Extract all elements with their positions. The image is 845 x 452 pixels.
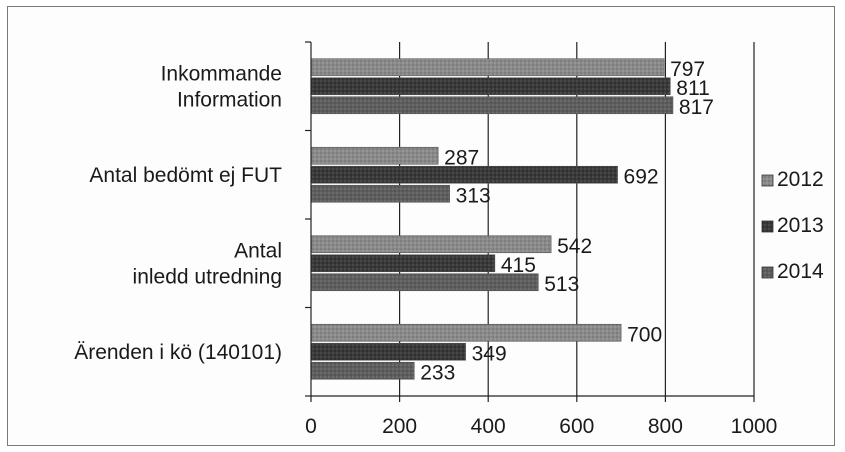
data-label-2013-0: 811 xyxy=(676,77,709,100)
x-tick-label-0: 0 xyxy=(305,415,317,438)
data-label-2013-2: 415 xyxy=(501,254,536,277)
bar-2014-0 xyxy=(310,96,674,115)
bar-2012-0 xyxy=(310,58,665,77)
data-label-2014-0: 817 xyxy=(679,96,714,119)
bar-2012-2 xyxy=(310,235,552,254)
x-tick-label-800: 800 xyxy=(648,415,683,438)
category-label: Inkommande xyxy=(161,62,282,85)
legend: 2012 2013 2014 xyxy=(761,168,824,283)
legend-swatch-2012 xyxy=(761,174,774,187)
x-tick-labels: 0 200 400 600 800 1000 xyxy=(305,415,777,438)
bar-2012-3 xyxy=(310,323,622,342)
bar-2013-2 xyxy=(310,254,496,273)
data-label-2012-0: 797 xyxy=(670,58,705,81)
bar-2014-1 xyxy=(310,184,450,203)
data-label-2012-2: 542 xyxy=(557,235,592,258)
bar-2013-0 xyxy=(310,77,671,96)
legend-label-2014: 2014 xyxy=(777,260,824,283)
bar-2013-3 xyxy=(310,342,466,361)
axes xyxy=(305,41,755,402)
legend-swatch-2014 xyxy=(761,266,774,279)
data-label-2014-3: 233 xyxy=(420,361,455,384)
category-label: Antal xyxy=(234,239,282,262)
legend-swatch-2013 xyxy=(761,220,774,233)
data-label-2012-1: 287 xyxy=(444,146,479,169)
category-labels: Inkommande Information Antal bedömt ej FUT… xyxy=(74,62,282,364)
x-tick-label-400: 400 xyxy=(471,415,506,438)
bar-2012-1 xyxy=(310,146,439,165)
bar-2014-3 xyxy=(310,361,415,380)
legend-label-2012: 2012 xyxy=(777,168,824,191)
category-label: Antal bedömt ej FUT xyxy=(89,164,282,187)
x-tick-label-200: 200 xyxy=(382,415,417,438)
category-label: Information xyxy=(177,88,282,111)
x-tick-label-1000: 1000 xyxy=(731,415,778,438)
data-label-2014-2: 513 xyxy=(544,273,579,296)
data-label-2014-1: 313 xyxy=(456,184,491,207)
x-tick-label-600: 600 xyxy=(559,415,594,438)
data-label-2012-3: 700 xyxy=(627,323,662,346)
category-label: Ärenden i kö (140101) xyxy=(74,341,282,364)
data-label-2013-3: 349 xyxy=(472,342,507,365)
legend-label-2013: 2013 xyxy=(777,214,824,237)
category-label: inledd utredning xyxy=(133,265,282,288)
bars xyxy=(310,58,674,380)
data-label-2013-1: 692 xyxy=(624,165,659,188)
